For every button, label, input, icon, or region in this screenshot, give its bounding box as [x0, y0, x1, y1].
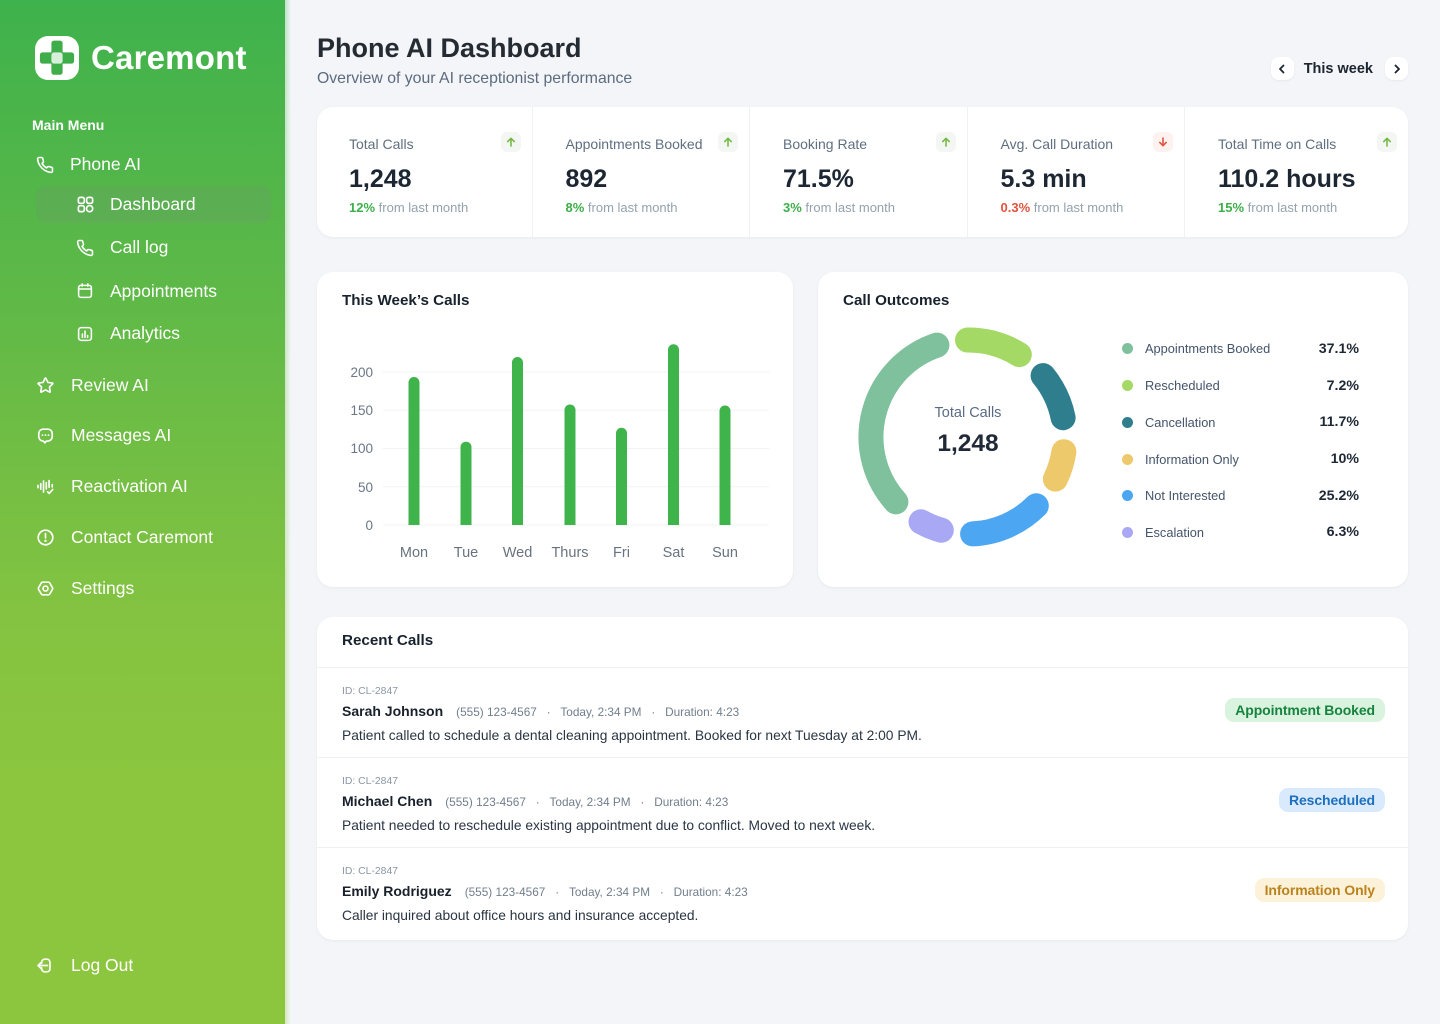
svg-text:Thurs: Thurs — [551, 545, 588, 561]
svg-text:Tue: Tue — [454, 545, 478, 561]
svg-text:50: 50 — [358, 480, 373, 495]
svg-text:0: 0 — [365, 518, 373, 533]
svg-text:Wed: Wed — [503, 545, 533, 561]
svg-text:100: 100 — [350, 441, 373, 456]
svg-text:150: 150 — [350, 403, 373, 418]
svg-text:Sun: Sun — [712, 545, 738, 561]
svg-text:Sat: Sat — [663, 545, 685, 561]
svg-text:Mon: Mon — [400, 545, 428, 561]
svg-text:Fri: Fri — [613, 545, 630, 561]
svg-text:200: 200 — [350, 365, 373, 380]
